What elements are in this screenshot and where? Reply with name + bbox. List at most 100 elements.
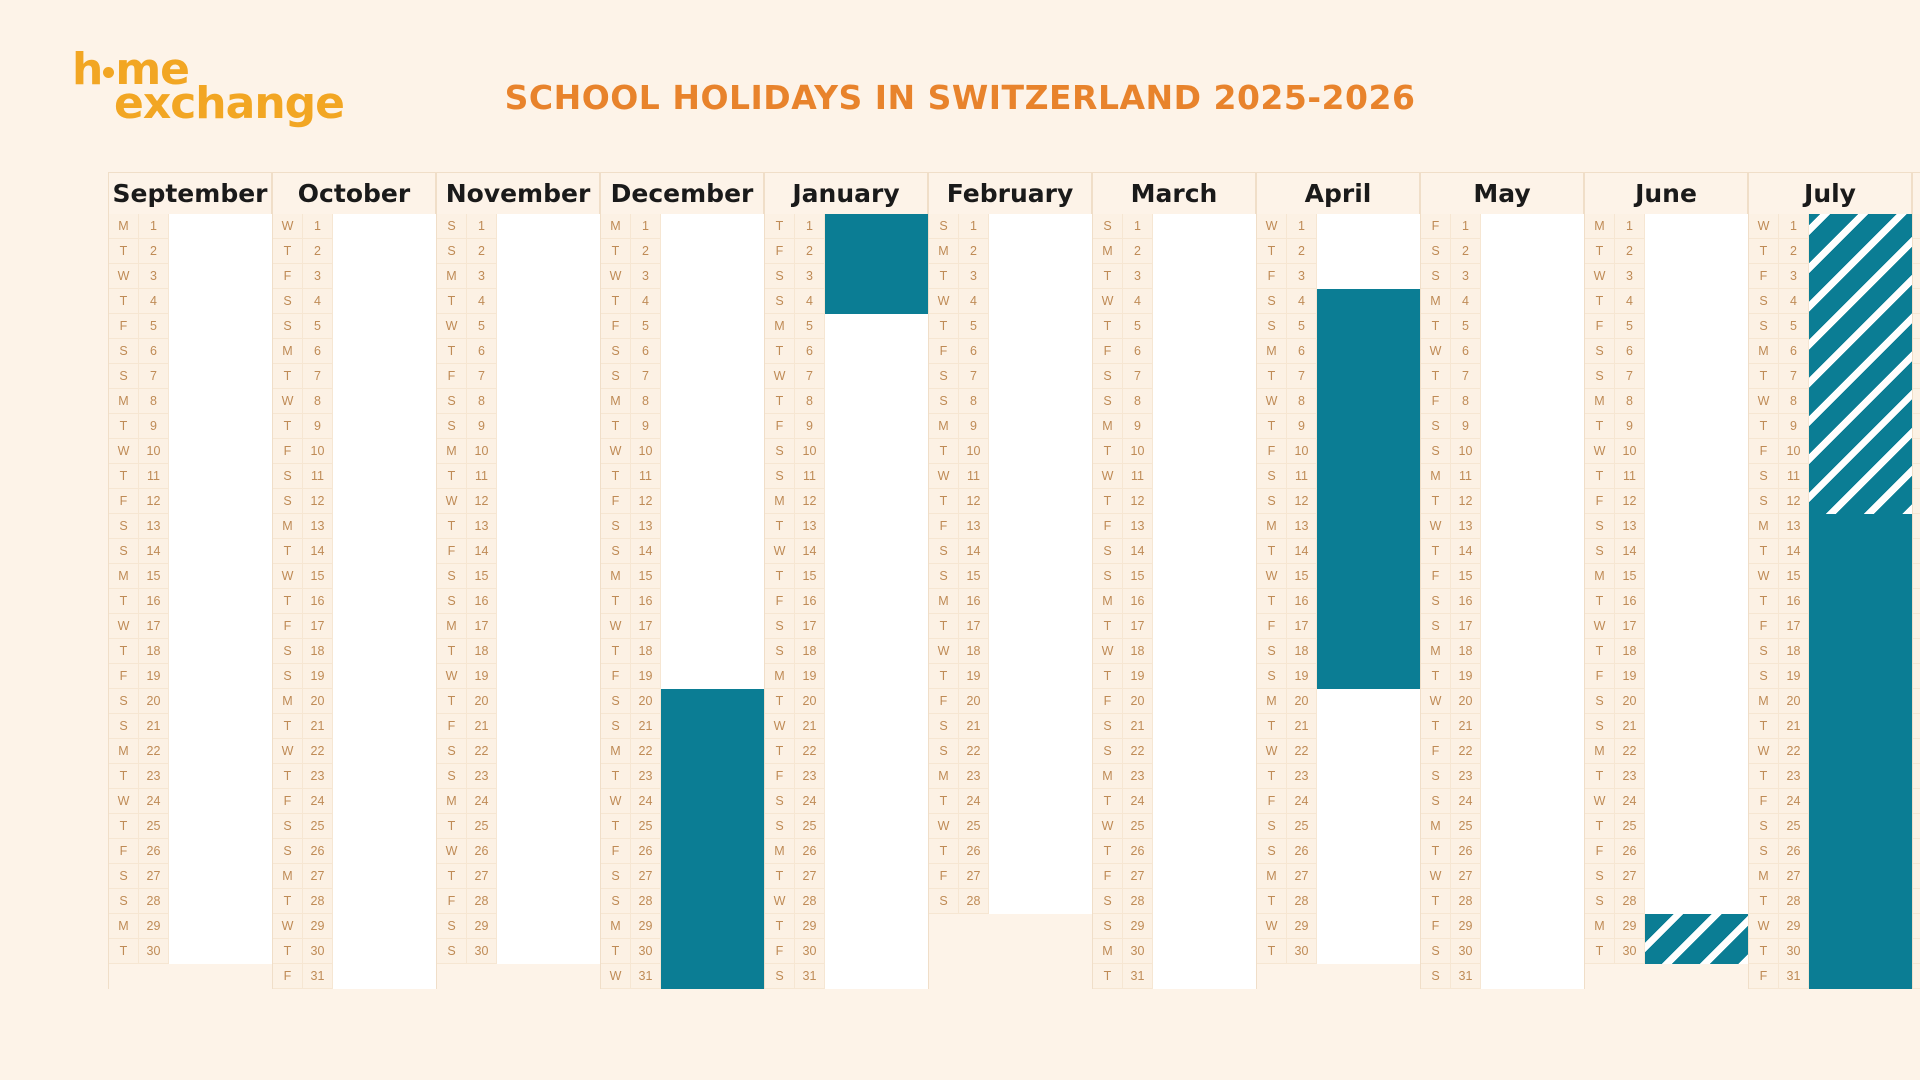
- day-number-column: 1 2 3 4 5 6 7 8 9 10 11 12 13 14 15 16 17 18 19 20 21 22 23 24 2…: [631, 214, 661, 989]
- day-number: 21: [795, 714, 825, 739]
- weekday-letter: S: [1749, 314, 1779, 339]
- weekday-letter: M: [109, 389, 139, 414]
- weekday-letter: T: [1257, 889, 1287, 914]
- month-body: S M T W T F S S M T W T F S S M T W T F S S M T W T F S 1 2 3 4 5 6 7 8 9 10 1…: [928, 214, 1092, 989]
- weekday-letter: M: [601, 389, 631, 414]
- day-number: 18: [467, 639, 497, 664]
- weekday-letter: T: [1421, 664, 1451, 689]
- day-number: 14: [139, 539, 169, 564]
- day-number: 3: [795, 264, 825, 289]
- weekday-letter: M: [1093, 589, 1123, 614]
- weekday-letter: M: [1257, 864, 1287, 889]
- day-number: 11: [303, 464, 333, 489]
- weekday-letter: F: [1913, 714, 1920, 739]
- day-number: 3: [959, 264, 989, 289]
- weekday-letter: T: [1749, 764, 1779, 789]
- day-number: 11: [1615, 464, 1645, 489]
- day-number-column: 1 2 3 4 5 6 7 8 9 10 11 12 13 14 15 16 17 18 19 20 21 22 23 24 2…: [1451, 214, 1481, 989]
- empty-cell: [929, 939, 959, 964]
- weekday-letter: S: [765, 639, 795, 664]
- weekday-letter: T: [1257, 714, 1287, 739]
- empty-cell: [929, 964, 959, 989]
- month-name-header: September: [108, 172, 272, 214]
- weekday-letter: S: [437, 914, 467, 939]
- month-column: May F S S M T W T F S S M T W T F S S M T W T F S S M T W T F S S 1 2 3 4 5 6…: [1420, 172, 1584, 989]
- weekday-letter: S: [1749, 464, 1779, 489]
- weekday-letter: T: [437, 864, 467, 889]
- day-number: 16: [467, 589, 497, 614]
- weekday-letter: S: [273, 289, 303, 314]
- day-number: 29: [1779, 914, 1809, 939]
- day-number: 30: [139, 939, 169, 964]
- weekday-letter: W: [437, 489, 467, 514]
- day-number: 21: [1287, 714, 1317, 739]
- day-number: 4: [1615, 289, 1645, 314]
- weekday-letter: T: [109, 289, 139, 314]
- weekday-letter: T: [929, 839, 959, 864]
- day-number: 4: [1287, 289, 1317, 314]
- day-number-column: 1 2 3 4 5 6 7 8 9 10 11 12 13 14 15 16 17 18 19 20 21 22 23 24 2…: [1287, 214, 1317, 989]
- day-number: 19: [1615, 664, 1645, 689]
- day-number: 19: [467, 664, 497, 689]
- day-number: 9: [1451, 414, 1481, 439]
- weekday-letter: M: [1421, 464, 1451, 489]
- logo-letter-h: h: [72, 44, 103, 95]
- weekday-letter: F: [1421, 564, 1451, 589]
- day-number: 24: [139, 789, 169, 814]
- weekday-letter: F: [1749, 789, 1779, 814]
- day-number: 23: [631, 764, 661, 789]
- holiday-bar-solid: [661, 689, 764, 989]
- day-number: 8: [1451, 389, 1481, 414]
- day-number: 19: [1779, 664, 1809, 689]
- day-number: 2: [631, 239, 661, 264]
- day-number: 16: [139, 589, 169, 614]
- weekday-letter: M: [765, 664, 795, 689]
- day-number: 9: [1779, 414, 1809, 439]
- day-number: 17: [959, 614, 989, 639]
- day-number: 27: [795, 864, 825, 889]
- weekday-letter: M: [1585, 389, 1615, 414]
- day-number: 8: [1123, 389, 1153, 414]
- weekday-letter: M: [1421, 814, 1451, 839]
- day-number: 22: [139, 739, 169, 764]
- day-number: 22: [1451, 739, 1481, 764]
- weekday-letter: S: [765, 614, 795, 639]
- weekday-letter: T: [1257, 589, 1287, 614]
- weekday-letter: T: [109, 239, 139, 264]
- day-number: 19: [1123, 664, 1153, 689]
- weekday-letter: T: [765, 514, 795, 539]
- weekday-letter: T: [929, 614, 959, 639]
- day-number: 13: [795, 514, 825, 539]
- day-number: 17: [1451, 614, 1481, 639]
- month-column: December M T W T F S S M T W T F S S M T W T F S S M T W T F S S M T W 1…: [600, 172, 764, 989]
- weekday-letter: M: [273, 514, 303, 539]
- day-number: 25: [631, 814, 661, 839]
- weekday-letter: M: [437, 614, 467, 639]
- day-number: 24: [303, 789, 333, 814]
- day-number: 3: [303, 264, 333, 289]
- weekday-letter: T: [765, 689, 795, 714]
- day-number: 31: [303, 964, 333, 989]
- weekday-letter: W: [765, 714, 795, 739]
- month-column: January T F S S M T W T F S S M T W T F S S M T W T F S S M T W T F S 1 2…: [764, 172, 928, 989]
- day-number: 20: [303, 689, 333, 714]
- weekday-letter: T: [1421, 489, 1451, 514]
- weekday-letter: M: [1257, 339, 1287, 364]
- day-number: 30: [1615, 939, 1645, 964]
- weekday-letter: S: [1257, 814, 1287, 839]
- day-number: 11: [467, 464, 497, 489]
- day-number: 6: [1451, 339, 1481, 364]
- weekday-letter: M: [1913, 614, 1920, 639]
- weekday-letter: M: [765, 489, 795, 514]
- day-number: 23: [139, 764, 169, 789]
- day-number: 11: [1123, 464, 1153, 489]
- weekday-letter: S: [1093, 539, 1123, 564]
- weekday-letter: W: [437, 314, 467, 339]
- day-number: 31: [1779, 964, 1809, 989]
- weekday-letter: S: [1421, 239, 1451, 264]
- weekday-letter: M: [1913, 264, 1920, 289]
- day-number: 24: [1779, 789, 1809, 814]
- weekday-letter: W: [601, 614, 631, 639]
- day-number: 3: [1779, 264, 1809, 289]
